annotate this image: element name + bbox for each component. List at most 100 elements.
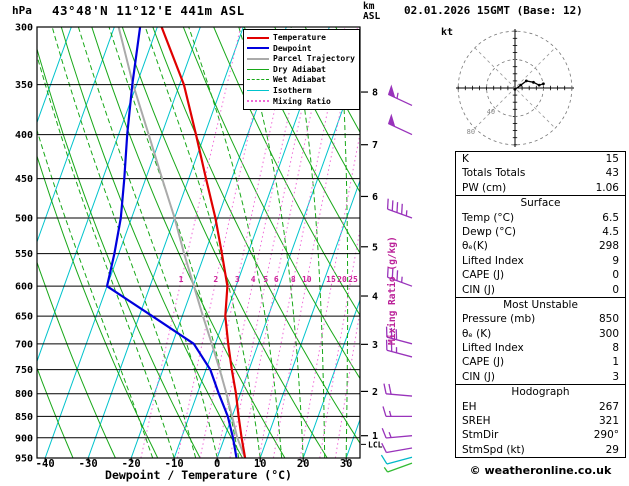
- stat-label: Temp (°C): [462, 211, 515, 224]
- stat-row: Totals Totals 43: [456, 166, 625, 180]
- mixing-ratio-value-label: 10: [302, 275, 312, 284]
- mixing-ratio-value-label: 1: [179, 275, 184, 284]
- wind-barb: [386, 266, 413, 287]
- mixing-ratio-value-label: 8: [291, 275, 296, 284]
- km-tick-label: 5: [372, 242, 378, 253]
- km-tick-label: 8: [372, 88, 378, 99]
- mixing-ratio-labels: 1 2 3 4 5 6 8 10 15 20 25: [179, 275, 358, 284]
- pressure-tick-label: 950: [15, 454, 33, 465]
- stat-row: PW (cm) 1.06: [456, 181, 625, 195]
- stat-row: θₑ(K) 298: [456, 239, 625, 253]
- legend-item: Temperature: [247, 33, 356, 42]
- stat-row: Lifted Index 9: [456, 254, 625, 268]
- wind-barb: [386, 198, 413, 219]
- temperature-tick-label: -10: [165, 458, 184, 470]
- legend-item: Dewpoint: [247, 44, 356, 53]
- stats-section-title: Hodograph: [511, 386, 570, 399]
- stats-section: Hodograph EH 267 SREH 321 StmDir 290° StmSpd (k…: [455, 384, 626, 459]
- legend-label: Dry Adiabat: [273, 64, 326, 74]
- pressure-tick-label: 300: [15, 23, 33, 34]
- pressure-tick-label: 900: [15, 433, 33, 444]
- mixing-ratio-value-label: 20: [337, 275, 347, 284]
- hodograph-unit-label: kt: [441, 27, 454, 38]
- stat-value: 43: [605, 167, 619, 180]
- wind-barb: [381, 442, 413, 454]
- dry-adiabat-line: [274, 27, 360, 194]
- stat-value: 267: [598, 400, 619, 413]
- dry-adiabat-line: [152, 27, 360, 445]
- pressure-unit-label: hPa: [12, 4, 32, 17]
- hodo-ring: [486, 59, 544, 117]
- stat-row: StmDir 290°: [456, 428, 625, 442]
- stat-value: 0: [612, 283, 619, 296]
- hodograph: 40 80: [456, 29, 574, 147]
- mixing-ratio-value-label: 4: [251, 275, 256, 284]
- stat-label: CIN (J): [462, 370, 495, 383]
- stat-row: θₑ (K) 300: [456, 327, 625, 341]
- wind-barb: [385, 339, 413, 358]
- pressure-tick-label: 400: [15, 130, 33, 141]
- mixing-ratio-value-label: 2: [213, 275, 218, 284]
- pressure-tick-label: 750: [15, 365, 33, 376]
- stat-row: Temp (°C) 6.5: [456, 211, 625, 225]
- mixing-ratio-line: [176, 27, 274, 458]
- wind-barb: [383, 462, 413, 473]
- wet-adiabat-line: [108, 27, 240, 458]
- wet-adiabat-line: [77, 27, 218, 458]
- pressure-tick-label: 700: [15, 339, 33, 350]
- pressure-tick-label: 500: [15, 214, 33, 225]
- wet-adiabat-line: [290, 27, 326, 458]
- wind-barb: [382, 406, 412, 418]
- legend-line-sample: [247, 47, 269, 50]
- legend-item: Mixing Ratio: [247, 97, 356, 106]
- pressure-axis-labels: 300 350 400 450 500 550 600 650 700 750 800 850 900 9…: [15, 23, 33, 465]
- isotherm-line: [37, 27, 72, 124]
- mixing-ratio-value-label: 3: [235, 275, 240, 284]
- temperature-tick-label: -30: [79, 458, 98, 470]
- pressure-tick-label: 450: [15, 174, 33, 185]
- mixing-ratio-line: [199, 27, 294, 458]
- temperature-tick-label: 30: [340, 458, 353, 470]
- mixing-ratio-line: [258, 27, 346, 458]
- stat-label: SREH: [462, 415, 491, 428]
- stat-label: Pressure (mb): [462, 313, 536, 326]
- stat-value: 3: [612, 370, 619, 383]
- dry-adiabat-line: [213, 27, 360, 317]
- stat-label: StmDir: [462, 429, 499, 442]
- stat-label: Totals Totals: [462, 167, 526, 180]
- stat-label: K: [462, 153, 469, 165]
- pressure-tick-label: 850: [15, 412, 33, 423]
- mixing-ratio-line: [140, 27, 242, 458]
- legend-line-sample: [247, 57, 269, 60]
- datetime-label: 02.01.2026 15GMT (Base: 12): [404, 4, 583, 17]
- pressure-tick-label: 800: [15, 389, 33, 400]
- wet-adiabat-line: [51, 27, 197, 458]
- km-tick-label: 7: [372, 140, 378, 151]
- stat-label: Lifted Index: [462, 342, 524, 355]
- legend-label: Isotherm: [273, 85, 312, 95]
- legend-label: Temperature: [273, 33, 326, 42]
- stat-value: 8: [612, 342, 619, 355]
- legend-item: Wet Adiabat: [247, 75, 356, 84]
- km-tick-label: 1: [372, 431, 378, 442]
- isotherm-line: [87, 27, 244, 458]
- altitude-unit-asl: ASL: [363, 11, 381, 22]
- stat-label: CIN (J): [462, 283, 495, 296]
- stat-row: Pressure (mb) 850: [456, 312, 625, 326]
- stat-row: EH 267: [456, 400, 625, 414]
- legend-line-sample: [247, 36, 269, 39]
- mixing-ratio-line: [272, 27, 359, 458]
- wind-barb-column: [380, 84, 413, 473]
- x-axis-label: Dewpoint / Temperature (°C): [105, 468, 292, 482]
- mixing-ratio-value-label: 5: [263, 275, 268, 284]
- stats-section: K 15 Totals Totals 43 PW (cm) 1.06: [455, 151, 626, 197]
- stat-value: 850: [598, 313, 619, 326]
- wind-barb: [381, 428, 413, 439]
- legend-label: Wet Adiabat: [273, 75, 326, 85]
- isotherm-line: [302, 298, 360, 458]
- stat-label: PW (cm): [462, 181, 507, 194]
- wind-barb: [383, 383, 413, 397]
- legend-line-sample: [247, 89, 269, 91]
- stat-value: 290°: [593, 429, 619, 442]
- stat-value: 298: [598, 240, 619, 253]
